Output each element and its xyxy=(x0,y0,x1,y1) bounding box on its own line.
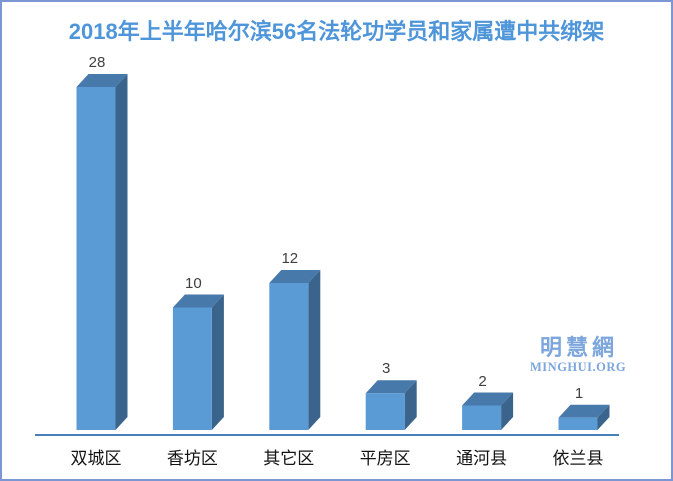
bar-value-label: 2 xyxy=(478,372,487,390)
bar-side-face xyxy=(404,380,417,430)
bar-front-face xyxy=(558,417,598,430)
bar-front-face xyxy=(172,307,212,430)
watermark-url: MINGHUI.ORG xyxy=(530,360,627,375)
bar-front-face xyxy=(269,283,309,430)
x-axis-label: 双城区 xyxy=(70,449,122,468)
bar-top-face xyxy=(462,392,514,406)
chart-title: 2018年上半年哈尔滨56名法轮功学员和家属遭中共绑架 xyxy=(68,19,605,44)
bar-top-face xyxy=(365,380,417,394)
bar-top-face xyxy=(76,74,128,87)
bar-双城区 xyxy=(76,74,128,430)
bar-其它区 xyxy=(269,270,321,430)
bar-side-face xyxy=(115,74,128,430)
bar-平房区 xyxy=(365,380,417,430)
bar-top-face xyxy=(269,270,321,283)
bar-value-label: 12 xyxy=(281,250,299,267)
x-axis-label: 其它区 xyxy=(263,449,315,468)
bar-依兰县 xyxy=(558,404,610,430)
x-axis-label: 平房区 xyxy=(359,449,411,468)
bar-front-face xyxy=(462,405,502,430)
watermark: 明慧網 MINGHUI.ORG xyxy=(530,335,627,375)
bar-side-face xyxy=(501,392,514,430)
bar-top-face xyxy=(558,404,610,418)
x-axis-label: 香坊区 xyxy=(166,449,218,468)
bar-通河县 xyxy=(462,392,514,430)
bar-side-face xyxy=(308,270,321,430)
bar-side-face xyxy=(211,294,224,430)
bar-value-label: 3 xyxy=(382,360,391,378)
x-axis-label: 依兰县 xyxy=(552,449,604,468)
bar-香坊区 xyxy=(172,294,224,430)
bar-value-label: 1 xyxy=(574,384,584,402)
bar-front-face xyxy=(76,87,116,430)
bar-top-face xyxy=(172,294,224,308)
bar-front-face xyxy=(365,393,405,430)
watermark-chinese-logo: 明慧網 xyxy=(539,335,618,360)
bar-value-label: 28 xyxy=(88,54,106,71)
bar-side-face xyxy=(597,404,610,430)
bar-value-label: 10 xyxy=(185,274,202,292)
x-axis-label: 通河县 xyxy=(456,449,508,468)
